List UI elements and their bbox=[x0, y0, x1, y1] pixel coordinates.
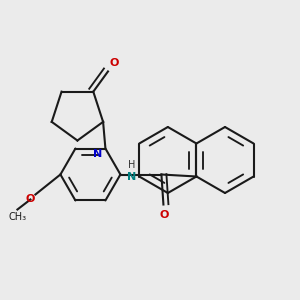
Text: O: O bbox=[109, 58, 119, 68]
Text: H: H bbox=[128, 160, 135, 170]
Text: N: N bbox=[127, 172, 136, 182]
Text: O: O bbox=[160, 209, 169, 220]
Text: CH₃: CH₃ bbox=[8, 212, 26, 223]
Text: O: O bbox=[26, 194, 35, 205]
Text: N: N bbox=[93, 148, 102, 158]
